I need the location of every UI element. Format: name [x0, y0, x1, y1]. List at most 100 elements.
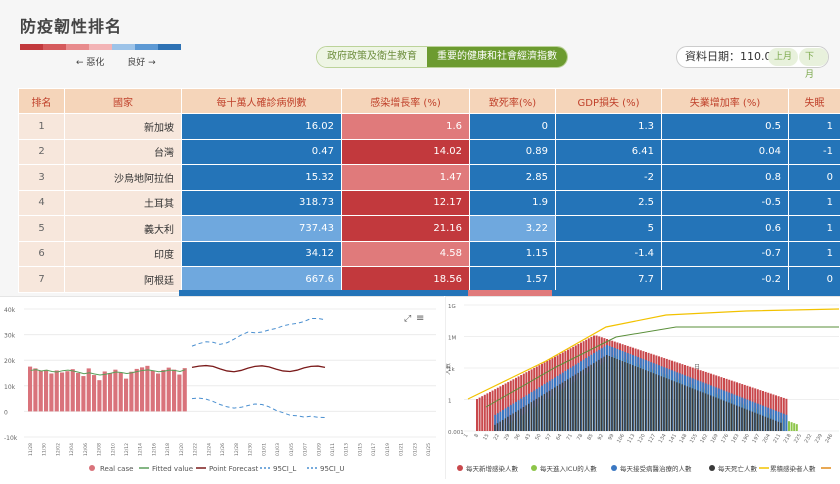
next-month-button[interactable]: 下月	[799, 48, 828, 66]
fatality-cell: 0	[470, 114, 556, 140]
bar	[759, 415, 760, 431]
bar	[108, 373, 112, 411]
gdp-cell: 6.41	[556, 139, 662, 165]
bar	[603, 357, 604, 431]
bar	[710, 395, 711, 431]
bar	[598, 360, 599, 431]
x-tick-label: 155	[689, 433, 699, 444]
bar	[661, 376, 662, 431]
bar	[749, 411, 750, 431]
bar	[645, 370, 646, 431]
legend-label: 每天死亡人數	[718, 464, 758, 473]
bar	[694, 389, 695, 431]
ci-line	[192, 318, 325, 346]
bar	[538, 397, 539, 431]
legend-label: 每天新增感染人數	[466, 464, 519, 473]
country-cell: 台灣	[65, 139, 182, 165]
header-fatality[interactable]: 致死率(%)	[470, 89, 556, 114]
cases-cell: 667.6	[182, 267, 342, 293]
y-tick-label: 0.001	[448, 430, 464, 436]
bar	[720, 399, 721, 431]
bar	[783, 414, 785, 431]
bar	[668, 379, 669, 431]
legend-swatch	[89, 44, 112, 50]
header-gdp[interactable]: GDP損失 (%)	[556, 89, 662, 114]
bar	[772, 420, 773, 431]
bar	[588, 366, 589, 431]
bar	[510, 415, 511, 431]
fatality-cell: 1.15	[470, 241, 556, 267]
ranking-panel: 防疫韌性排名 ← 惡化 良好 → 政府政策及衛生教育 重要的健康和社會經濟指數 …	[0, 0, 840, 296]
bar	[81, 376, 85, 411]
bar	[49, 374, 53, 412]
bar	[97, 380, 101, 411]
bar	[183, 368, 187, 411]
legend-label: Point Forecast	[209, 465, 258, 473]
header-country[interactable]: 國家	[65, 89, 182, 114]
header-insomnia[interactable]: 失眠	[789, 89, 840, 114]
x-tick-label: 29	[503, 433, 511, 442]
tab-health-socioeconomic[interactable]: 重要的健康和社會經濟指數	[427, 47, 567, 67]
bar	[525, 405, 526, 431]
table-header-row: 排名 國家 每十萬人確診病例數 感染增長率 (%) 致死率(%) GDP損失 (…	[19, 89, 840, 114]
sleep-cell: 1	[789, 190, 840, 216]
y-tick-label: 1G	[448, 304, 456, 310]
x-tick-label: 12/28	[234, 443, 240, 456]
x-tick-label: 01/21	[399, 443, 405, 456]
fatality-cell: 1.9	[470, 190, 556, 216]
bar	[650, 372, 651, 431]
header-cases[interactable]: 每十萬人確診病例數	[182, 89, 342, 114]
x-tick-label: 99	[607, 433, 615, 442]
bar	[705, 393, 706, 431]
bar	[775, 421, 776, 431]
prev-month-button[interactable]: 上月	[768, 48, 798, 66]
legend-marker	[611, 465, 617, 471]
x-tick-label: 11/30	[42, 443, 48, 456]
x-tick-label: 78	[576, 433, 584, 442]
growth-cell: 12.17	[342, 190, 470, 216]
tab-policy-education[interactable]: 政府政策及衛生教育	[317, 47, 427, 67]
header-unemployment[interactable]: 失業增加率 (%)	[662, 89, 789, 114]
bar	[744, 409, 745, 431]
x-tick-label: 01/25	[426, 443, 432, 456]
header-rank[interactable]: 排名	[19, 89, 65, 114]
bar	[689, 387, 690, 431]
bar	[44, 370, 48, 411]
x-tick-label: 57	[545, 433, 553, 442]
bar	[55, 370, 59, 411]
bar	[494, 425, 495, 431]
bar	[757, 414, 758, 431]
header-growth[interactable]: 感染增長率 (%)	[342, 89, 470, 114]
legend-color-bar	[20, 44, 181, 50]
x-tick-label: 12/30	[248, 443, 254, 456]
unemp-cell: 0.5	[662, 114, 789, 140]
growth-cell: 4.58	[342, 241, 470, 267]
bar	[739, 407, 740, 431]
legend-swatch	[158, 44, 181, 50]
bar	[151, 371, 155, 412]
x-tick-label: 113	[626, 433, 636, 444]
legend-label: Real case	[100, 465, 133, 473]
unemp-cell: -0.2	[662, 267, 789, 293]
legend-labels: ← 惡化 良好 →	[76, 55, 176, 68]
bar	[65, 371, 69, 411]
bar	[531, 402, 532, 431]
unemp-cell: -0.5	[662, 190, 789, 216]
bar	[733, 405, 734, 431]
bar	[489, 392, 491, 431]
bar	[796, 424, 798, 431]
legend-swatch	[112, 44, 135, 50]
bar	[528, 404, 529, 431]
bar	[546, 392, 547, 431]
bar	[726, 402, 727, 431]
growth-cell: 1.6	[342, 114, 470, 140]
